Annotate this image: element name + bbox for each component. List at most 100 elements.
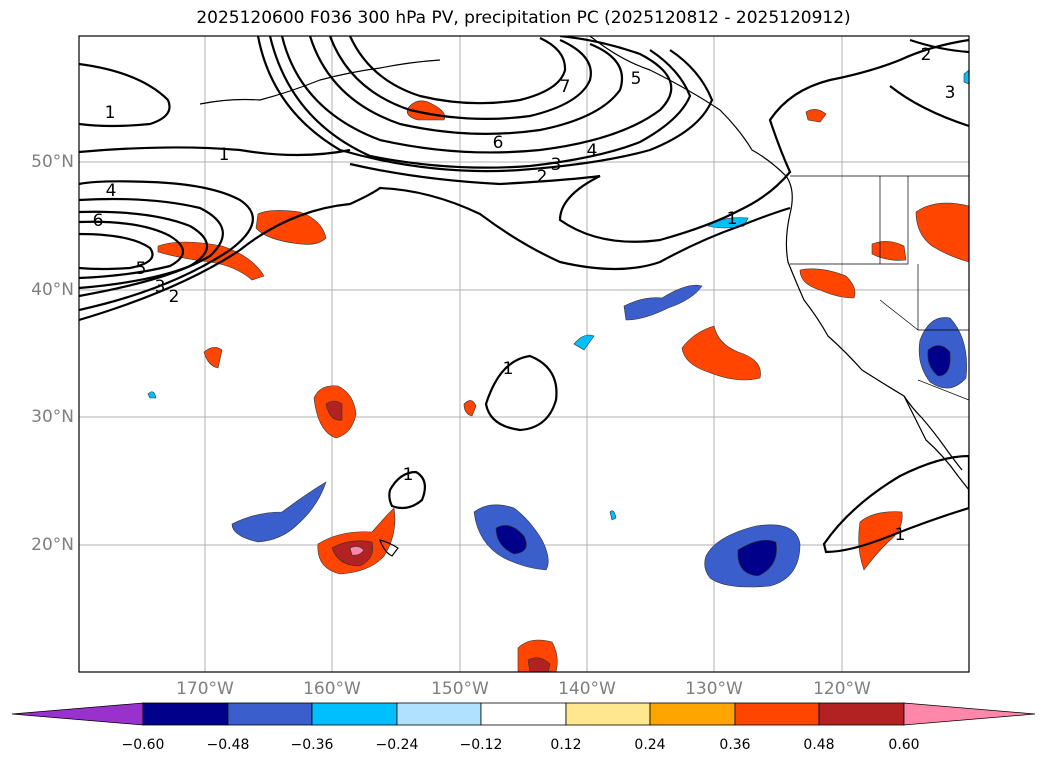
precip-patch-negative xyxy=(963,69,969,85)
precip-patch-negative xyxy=(623,284,703,321)
pv-contour-4 xyxy=(79,197,224,298)
contour-label: 3 xyxy=(551,155,562,175)
pv-contour-5 xyxy=(79,210,208,290)
colorbar-under xyxy=(11,702,144,726)
pv-contour-4 xyxy=(268,36,692,169)
contour-label: 1 xyxy=(105,103,116,123)
lon-label: 120°W xyxy=(813,679,871,699)
precip-patch-positive xyxy=(463,400,477,417)
colorbar-tick: −0.48 xyxy=(206,737,250,753)
precip-patch-positive xyxy=(203,347,223,369)
contour-label: 5 xyxy=(136,259,147,279)
pv-contour-6 xyxy=(79,220,185,280)
contour-label: 1 xyxy=(403,465,414,485)
pv-contour-2 xyxy=(79,186,791,322)
pv-contour-1 xyxy=(822,454,969,554)
contour-label: 6 xyxy=(493,133,504,153)
precip-patch-strong-negative xyxy=(495,525,527,555)
colorbar-over xyxy=(903,702,1036,726)
contour-label: 6 xyxy=(93,211,104,231)
contour-labels: 1 1 4 6 5 3 2 6 3 2 4 7 5 2 3 1 1 1 1 xyxy=(93,45,956,545)
contour-label: 3 xyxy=(155,277,166,297)
precip-patch-negative xyxy=(147,391,157,399)
colorbar-tick: 0.12 xyxy=(550,737,582,753)
pv-contour-7 xyxy=(328,36,592,120)
precip-patch-strong-negative xyxy=(737,539,777,577)
precip-patch-positive xyxy=(799,268,856,299)
colorbar-bin xyxy=(649,702,736,726)
colorbar-tick: 0.48 xyxy=(803,737,835,753)
colorbar-bin xyxy=(565,702,651,726)
colorbar-tick: −0.36 xyxy=(290,737,334,753)
contour-label: 5 xyxy=(631,69,642,89)
chart-title: 2025120600 F036 300 hPa PV, precipitatio… xyxy=(196,8,851,28)
lat-label: 50°N xyxy=(31,152,74,172)
pv-contour-6 xyxy=(79,232,154,271)
pv-contour-7 xyxy=(348,36,567,105)
precip-patch-negative xyxy=(231,481,327,543)
precip-patch-positive xyxy=(805,109,827,123)
precip-patch-strong-positive xyxy=(325,400,343,421)
pv-contour-1 xyxy=(484,354,558,432)
pv-contour-3 xyxy=(256,36,714,173)
pv-contours xyxy=(79,36,969,554)
precip-patch-positive xyxy=(858,511,903,571)
border-states xyxy=(790,176,969,401)
map-border xyxy=(78,35,970,673)
contour-label: 1 xyxy=(503,359,514,379)
lon-label: 130°W xyxy=(685,679,743,699)
coastline-alaska xyxy=(199,59,441,105)
precip-patch-strong-negative xyxy=(927,345,951,377)
contour-label: 2 xyxy=(537,167,548,187)
contour-label: 7 xyxy=(560,77,571,97)
coastline-hawaii xyxy=(379,539,399,557)
pv-contour-1 xyxy=(388,470,427,510)
lat-label: 40°N xyxy=(31,280,74,300)
contour-label: 4 xyxy=(106,181,117,201)
precip-patch-negative xyxy=(573,334,595,351)
lon-label: 150°W xyxy=(431,679,489,699)
lon-label: 160°W xyxy=(303,679,361,699)
borders xyxy=(790,175,969,401)
pv-contour-7 xyxy=(308,36,624,135)
colorbar-tick: −0.24 xyxy=(375,737,419,753)
lon-label: 170°W xyxy=(176,679,234,699)
contour-label: 1 xyxy=(895,525,906,545)
coastline-baja xyxy=(903,395,963,471)
lat-label: 30°N xyxy=(31,407,74,427)
pv-contour-1 xyxy=(79,146,351,157)
precip-patch-positive xyxy=(915,202,969,263)
precip-patch-negative xyxy=(609,510,617,521)
coastlines xyxy=(199,36,969,557)
precip-patches xyxy=(147,69,969,672)
colorbar-bin xyxy=(142,702,229,726)
precip-patch-strong-positive xyxy=(527,657,551,672)
colorbar-bin xyxy=(734,702,820,726)
colorbar-bin xyxy=(818,702,905,726)
contour-label: 2 xyxy=(921,45,932,65)
precip-patch-positive xyxy=(871,241,907,261)
colorbar-bin xyxy=(396,702,482,726)
pv-contour-2 xyxy=(909,38,969,54)
lat-label: 20°N xyxy=(31,535,74,555)
colorbar-tick: 0.60 xyxy=(888,737,920,753)
contour-label: 1 xyxy=(727,209,738,229)
contour-label: 3 xyxy=(945,83,956,103)
pv-contour-3 xyxy=(889,85,969,128)
pv-contour-1 xyxy=(79,62,171,128)
contour-label: 4 xyxy=(587,141,598,161)
precip-patch-positive xyxy=(255,210,327,245)
precip-patch-positive xyxy=(681,325,761,381)
contour-label: 2 xyxy=(169,287,180,307)
colorbar-tick: 0.36 xyxy=(719,737,751,753)
precip-patch-pink xyxy=(349,546,365,556)
colorbar xyxy=(11,702,1036,726)
colorbar-tick: 0.24 xyxy=(634,737,666,753)
colorbar-bin xyxy=(227,702,313,726)
contour-label: 1 xyxy=(219,145,230,165)
colorbar-bin xyxy=(311,702,398,726)
colorbar-tick: −0.12 xyxy=(459,737,503,753)
lon-label: 140°W xyxy=(558,679,616,699)
pv-contour-6 xyxy=(280,36,673,154)
